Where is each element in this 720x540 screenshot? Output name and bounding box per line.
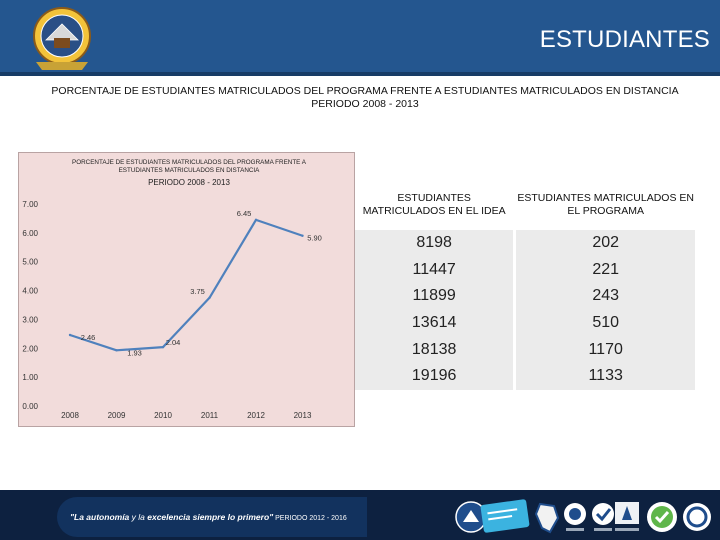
y-tick-label: 2.00: [22, 344, 38, 353]
chart-title: PORCENTAJE DE ESTUDIANTES MATRICULADOS D…: [59, 159, 319, 175]
y-tick-label: 6.00: [22, 229, 38, 238]
slogan-part2: y la: [129, 512, 148, 522]
table-row: 11447 221: [355, 256, 695, 284]
data-label: 3.75: [190, 287, 205, 296]
table-cell-programa: 510: [513, 309, 695, 337]
y-tick-label: 1.00: [22, 373, 38, 382]
table-cell-programa: 1133: [513, 362, 695, 390]
table-row: 19196 1133: [355, 362, 695, 390]
table-cell-programa: 221: [513, 256, 695, 284]
table-cell-idea: 13614: [355, 309, 515, 337]
table-cell-idea: 8198: [355, 230, 515, 257]
accreditation-badge: [480, 499, 530, 533]
data-label: 6.45: [237, 209, 252, 218]
certification-badge-1: [564, 503, 586, 531]
slogan-part3: excelencia siempre lo primero": [147, 512, 274, 522]
table-row: 18138 1170: [355, 336, 695, 363]
chart-title-line1: PORCENTAJE DE ESTUDIANTES MATRICULADOS D…: [72, 159, 306, 166]
x-tick-label: 2009: [108, 411, 126, 420]
table-row: 11899 243: [355, 283, 695, 310]
enrollment-table: ESTUDIANTES MATRICULADOS EN EL IDEA ESTU…: [355, 190, 695, 390]
x-tick-label: 2013: [294, 411, 312, 420]
quality-seal-badge: [615, 502, 639, 531]
y-tick-label: 4.00: [22, 287, 38, 296]
y-tick-label: 3.00: [22, 315, 38, 324]
data-label: 2.04: [166, 338, 181, 347]
table-cell-idea: 19196: [355, 362, 515, 390]
table-cell-programa: 243: [513, 283, 695, 310]
footer-slogan: "La autonomía y la excelencia siempre lo…: [70, 512, 347, 522]
y-tick-label: 7.00: [22, 200, 38, 209]
table-cell-programa: 1170: [513, 336, 695, 363]
table-header-row: ESTUDIANTES MATRICULADOS EN EL IDEA ESTU…: [355, 190, 695, 230]
green-check-badge: [647, 502, 677, 532]
header-title: ESTUDIANTES: [539, 26, 710, 53]
data-point: [68, 333, 72, 337]
colombia-map-badge: [534, 502, 560, 534]
data-point: [115, 349, 118, 352]
data-point: [208, 296, 211, 299]
university-seal-logo: [33, 7, 91, 70]
page-title: PORCENTAJE DE ESTUDIANTES MATRICULADOS D…: [40, 85, 690, 111]
data-point: [161, 345, 165, 349]
iso-badge: [683, 503, 711, 531]
slogan-part1: "La autonomía: [70, 512, 130, 522]
page-title-line2: PERIODO 2008 - 2013: [311, 98, 419, 110]
slogan-period: PERIODO 2012 - 2016: [273, 515, 347, 522]
data-point: [254, 218, 258, 222]
y-tick-label: 0.00: [22, 402, 38, 411]
footer-slogan-band: [57, 497, 367, 537]
header-bar: [0, 0, 720, 76]
data-label: 1.93: [127, 348, 142, 357]
x-tick-label: 2011: [201, 411, 219, 420]
header-divider: [0, 72, 720, 76]
table-row: 8198 202: [355, 230, 695, 257]
chart-subtitle: PERIODO 2008 - 2013: [148, 178, 230, 187]
table-cell-idea: 11899: [355, 283, 515, 310]
table-cell-idea: 11447: [355, 256, 515, 284]
chart-title-line2: ESTUDIANTES MATRICULADOS EN DISTANCIA: [118, 167, 260, 174]
university-building-badge: [455, 501, 487, 533]
table-cell-idea: 18138: [355, 336, 515, 363]
series-line: [69, 218, 303, 352]
x-tick-label: 2008: [61, 411, 79, 420]
x-tick-label: 2012: [247, 411, 265, 420]
data-point: [301, 234, 304, 237]
table-cell-programa: 202: [513, 230, 695, 257]
page-title-line1: PORCENTAJE DE ESTUDIANTES MATRICULADOS D…: [51, 85, 679, 97]
chart-panel: PORCENTAJE DE ESTUDIANTES MATRICULADOS D…: [18, 152, 355, 427]
y-tick-label: 5.00: [22, 258, 38, 267]
table-header-programa: ESTUDIANTES MATRICULADOS EN EL PROGRAMA: [513, 190, 695, 230]
table-header-idea: ESTUDIANTES MATRICULADOS EN EL IDEA: [355, 190, 515, 230]
certification-badge-2: [592, 503, 614, 531]
x-tick-label: 2010: [154, 411, 172, 420]
data-label: 5.90: [307, 234, 322, 243]
table-row: 13614 510: [355, 309, 695, 337]
data-label: 2.46: [81, 333, 96, 342]
